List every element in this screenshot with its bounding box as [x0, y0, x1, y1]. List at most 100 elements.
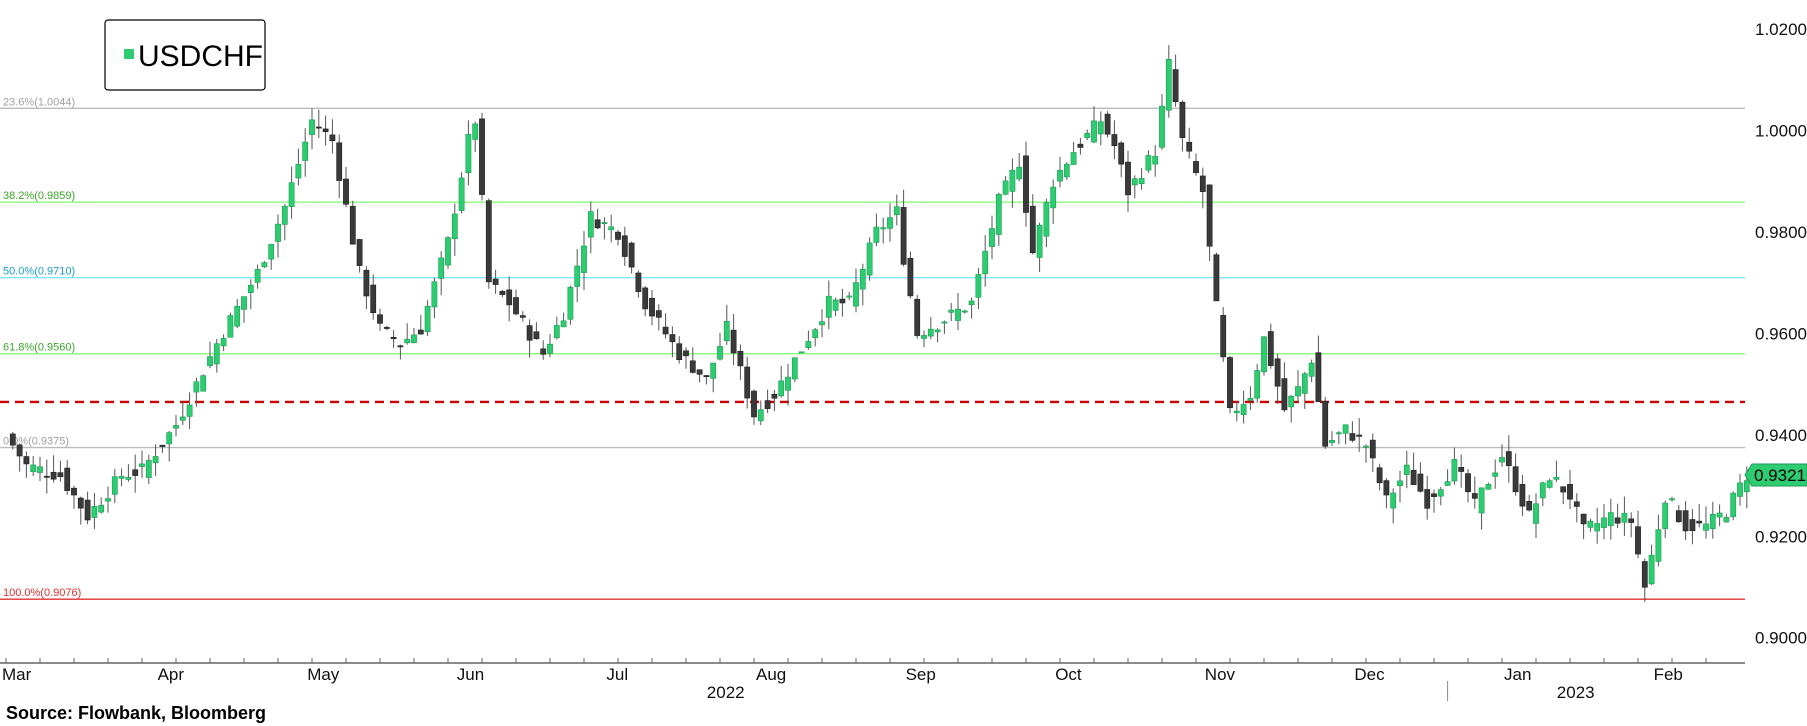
x-tick-label-11: Feb	[1654, 665, 1683, 684]
candle-up	[819, 321, 825, 326]
candle-down	[506, 289, 513, 306]
candle-down	[771, 393, 778, 399]
candle-down	[43, 475, 50, 478]
candle-down	[519, 315, 526, 318]
y-tick-label-1: 1.0000	[1755, 122, 1807, 141]
legend: USDCHF	[104, 19, 266, 91]
candle-down	[540, 348, 547, 355]
year-label-1: 2023	[1557, 683, 1595, 702]
candle-down	[1512, 466, 1519, 493]
y-tick-label-5: 0.9200	[1755, 527, 1807, 546]
candle-down	[730, 329, 737, 354]
candle-up	[193, 381, 200, 393]
candle-up	[1240, 404, 1247, 416]
candle-down	[57, 472, 64, 477]
candle-down	[1573, 501, 1580, 507]
candle-up	[465, 134, 472, 174]
candle-down	[703, 375, 710, 378]
candle-up	[451, 213, 458, 240]
candle-down	[744, 366, 751, 399]
candle-down	[1580, 513, 1587, 525]
candle-down	[1213, 254, 1220, 302]
candle-up	[105, 498, 111, 502]
candle-down	[1431, 493, 1437, 497]
candle-down	[1560, 486, 1567, 493]
last-price-label: 0.9321	[1754, 466, 1806, 485]
candle-down	[1104, 113, 1111, 135]
candle-up	[227, 315, 234, 338]
candle-up	[152, 456, 159, 464]
x-tick-label-4: Jul	[606, 665, 628, 684]
candle-up	[207, 356, 213, 366]
candle-up	[1478, 487, 1485, 514]
candle-down	[1199, 175, 1206, 192]
candle-up	[975, 274, 982, 298]
candle-down	[1696, 520, 1703, 524]
candle-up	[1097, 121, 1104, 135]
candle-up	[825, 295, 832, 318]
candle-down	[377, 314, 383, 324]
candle-up	[145, 460, 152, 478]
candle-up	[1539, 482, 1546, 499]
candle-down	[322, 128, 329, 132]
candle-down	[1193, 161, 1199, 174]
candle-down	[363, 269, 370, 297]
legend-box	[104, 19, 266, 91]
candle-up	[118, 476, 125, 479]
candle-down	[1376, 467, 1383, 484]
candle-up	[1138, 178, 1145, 185]
fib-label-3: 61.8%(0.9560)	[3, 342, 75, 354]
candle-up	[778, 380, 785, 397]
candle-up	[1709, 513, 1716, 530]
candle-down	[1267, 331, 1274, 366]
candle-up	[1397, 480, 1403, 487]
candle-up	[1533, 503, 1539, 524]
x-tick-label-5: Aug	[756, 665, 786, 684]
candle-up	[553, 325, 560, 339]
candle-up	[785, 376, 791, 391]
candle-down	[1077, 143, 1084, 148]
candle-down	[1274, 358, 1281, 387]
candle-down	[1641, 561, 1648, 588]
candle-up	[581, 245, 587, 273]
candle-down	[669, 334, 676, 343]
candle-down	[71, 487, 77, 496]
y-tick-label-0: 1.0200	[1755, 20, 1807, 39]
candle-down	[1410, 469, 1417, 485]
candle-down	[349, 205, 356, 245]
candle-down	[485, 200, 492, 283]
candle-down	[1125, 161, 1131, 196]
candle-down	[839, 298, 846, 304]
candle-down	[336, 142, 343, 181]
candle-up	[1723, 517, 1730, 523]
candle-down	[907, 258, 914, 297]
legend-swatch	[124, 49, 134, 59]
candle-down	[1675, 510, 1682, 523]
candle-up	[1607, 512, 1614, 527]
candle-up	[887, 217, 893, 229]
candle-up	[261, 262, 268, 268]
candle-down	[132, 469, 139, 476]
candle-down	[499, 290, 506, 295]
candle-up	[941, 321, 948, 324]
x-tick-label-1: Apr	[158, 665, 185, 684]
fib-label-1: 38.2%(0.9859)	[3, 190, 75, 202]
candle-up	[281, 205, 288, 225]
candle-down	[1471, 493, 1478, 499]
candle-up	[574, 265, 581, 287]
candle-down	[1369, 439, 1376, 459]
fibonacci-levels: 23.6%(1.0044) 38.2%(0.9859) 50.0%(0.9710) 6…	[0, 96, 1745, 600]
candle-down	[1281, 378, 1288, 411]
candle-up	[200, 375, 207, 392]
candle-up	[424, 305, 431, 333]
candle-up	[1084, 133, 1091, 138]
candle-down	[683, 350, 689, 357]
candle-up	[1002, 180, 1009, 195]
candle-down	[642, 287, 649, 310]
candle-up	[934, 329, 941, 333]
fib-label-0: 23.6%(1.0044)	[3, 96, 75, 108]
candle-up	[1254, 370, 1261, 399]
candle-down	[329, 134, 336, 142]
x-tick-label-0: Mar	[2, 665, 32, 684]
